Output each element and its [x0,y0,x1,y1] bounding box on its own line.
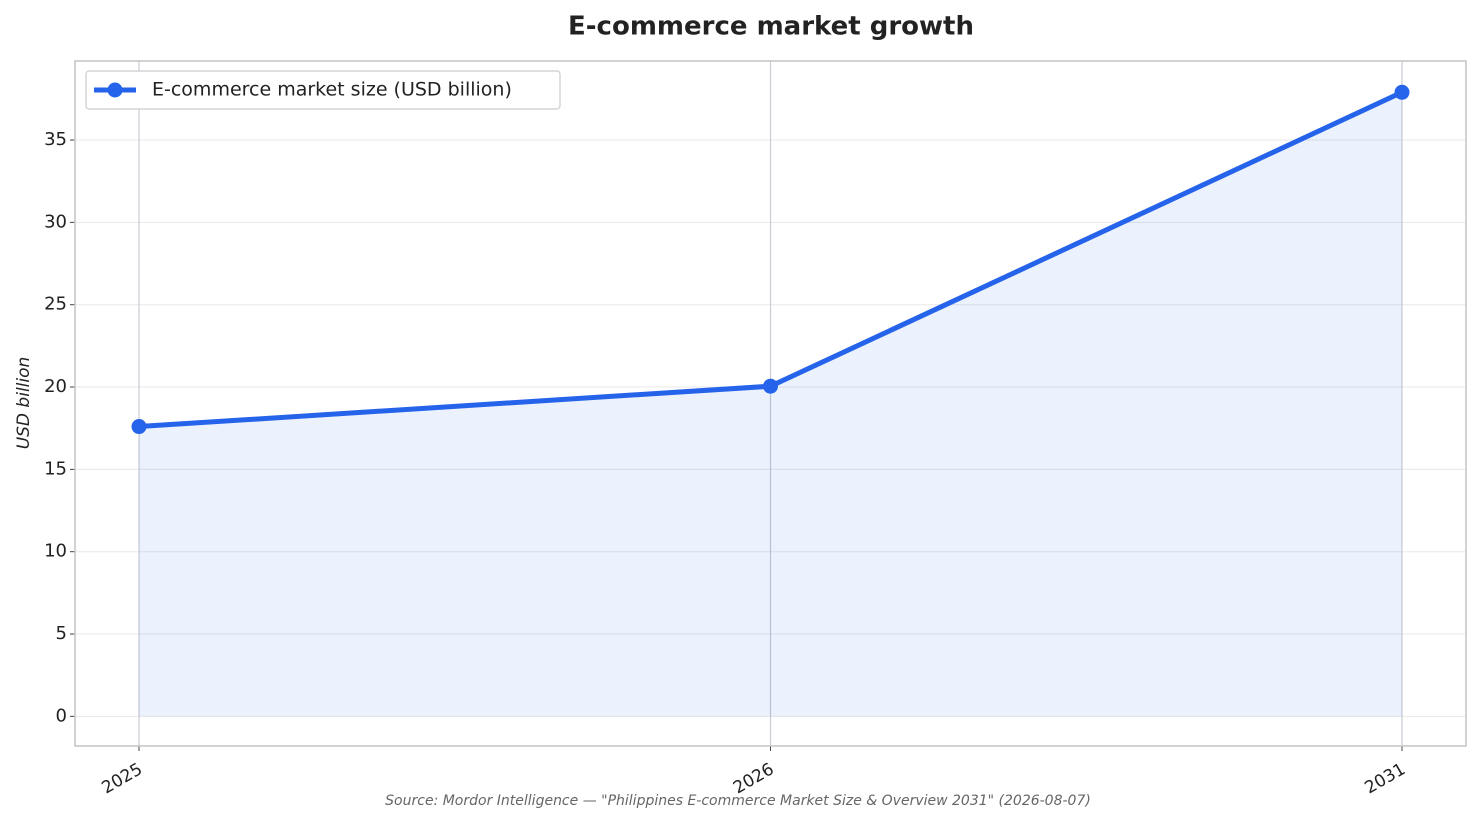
y-tick-label: 5 [56,623,67,644]
chart-title: E-commerce market growth [568,12,974,42]
point [763,378,778,394]
y-tick-label: 0 [56,705,67,726]
area-fill [139,92,1402,717]
x-tick-label: 2025 [99,759,146,798]
legend-label: E-commerce market size (USD billion) [152,79,512,101]
y-tick-label: 10 [44,541,67,562]
y-tick-label: 35 [44,129,67,150]
source-note: Source: Mordor Intelligence — "Philippin… [385,793,1091,809]
y-axis-label: USD billion [14,357,34,450]
legend-box [85,70,561,110]
y-tick-label: 15 [44,458,67,479]
legend-marker [107,82,123,98]
point [1394,84,1410,100]
point [131,419,147,435]
x-tick-label: 2031 [1362,759,1409,798]
legend: E-commerce market size (USD billion) [85,70,561,110]
plot-frame [74,60,1467,747]
y-tick-label: 20 [44,376,67,397]
y-tick-label: 25 [44,294,67,315]
y-tick-label: 30 [44,211,67,232]
